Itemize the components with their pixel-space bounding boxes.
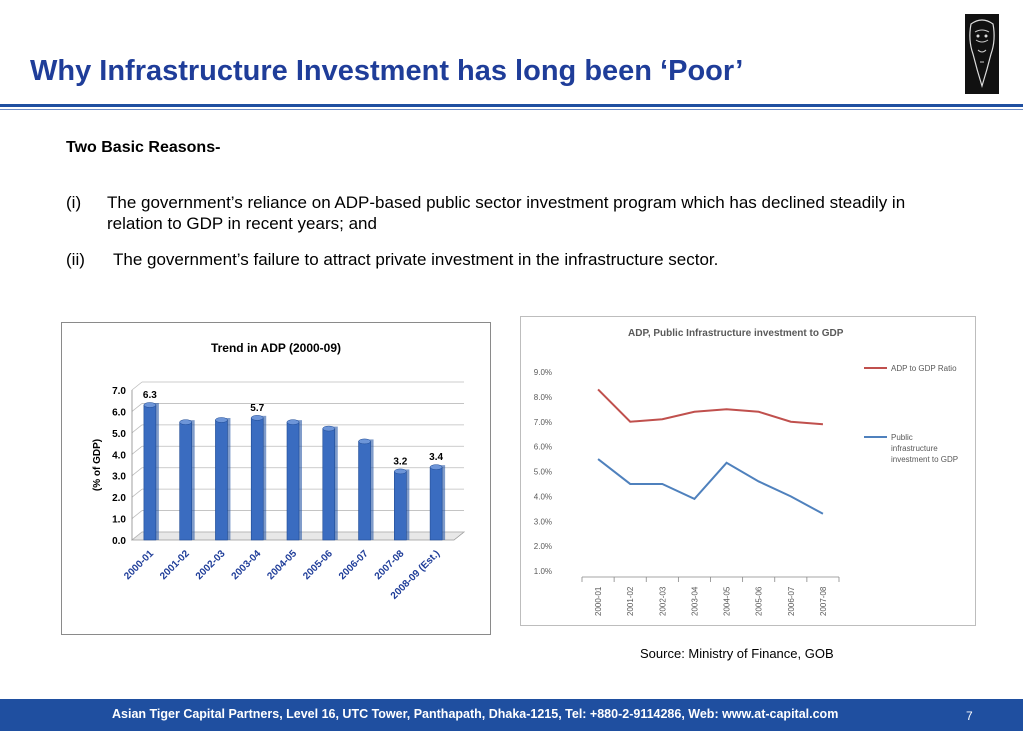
x-tick-label: 2006-07 (787, 586, 796, 616)
x-tick-label: 2001-02 (158, 548, 192, 582)
bar-top (322, 425, 336, 432)
y-tick-label: 2.0 (112, 493, 126, 504)
bar-top (429, 464, 443, 470)
source-note: Source: Ministry of Finance, GOB (640, 646, 834, 661)
y-axis-label: (% of GDP) (92, 439, 103, 491)
x-tick-label: 2000-01 (122, 548, 156, 582)
bar (286, 421, 300, 541)
y-tick-label: 3.0% (534, 517, 552, 526)
slide-title: Why Infrastructure Investment has long b… (30, 55, 744, 87)
bar (143, 404, 157, 541)
footer-text: Asian Tiger Capital Partners, Level 16, … (112, 707, 839, 721)
series-line (597, 458, 824, 515)
gridline-side (131, 531, 143, 541)
adp-trend-bar-chart: Trend in ADP (2000-09) 0.0 1.0 2.0 3.0 4.0 5.0… (61, 322, 491, 635)
gridline-side (131, 445, 143, 455)
bar (429, 466, 443, 541)
y-tick-label: 1.0 (112, 515, 126, 526)
y-tick-label: 4.0% (534, 492, 552, 501)
bar (179, 421, 192, 541)
adp-infrastructure-line-chart: ADP, Public Infrastructure investment to… (520, 316, 976, 626)
y-tick-label: 8.0% (534, 393, 552, 402)
gridline-side (131, 510, 143, 519)
gridline-side (131, 488, 143, 498)
x-tick-label: 2000-01 (594, 586, 603, 616)
legend-label: infrastructure (891, 444, 938, 453)
data-label: 5.7 (250, 403, 264, 414)
bar-chart-svg: Trend in ADP (2000-09) 0.0 1.0 2.0 3.0 4.0 5.0… (92, 341, 466, 602)
reason-text: The government’s failure to attract priv… (113, 250, 719, 269)
bar-top (215, 417, 228, 423)
data-label: 3.4 (429, 452, 443, 463)
x-tick-label: 2007-08 (373, 548, 407, 582)
y-tick-label: 2.0% (534, 542, 552, 551)
x-tick-label: 2007-08 (819, 586, 828, 616)
x-tick-label: 2004-05 (723, 586, 732, 616)
title-divider (0, 104, 1023, 107)
reason-number: (i) (66, 193, 82, 212)
data-label: 6.3 (143, 390, 157, 401)
x-tick-label: 2005-06 (301, 548, 335, 582)
bar (215, 419, 228, 541)
bar (250, 417, 264, 541)
x-tick-label: 2003-04 (230, 548, 264, 582)
gridline-side (131, 467, 143, 477)
bar (322, 428, 336, 541)
y-tick-label: 5.0 (112, 429, 126, 440)
reason-number: (ii) (66, 250, 85, 269)
bar-top (143, 402, 157, 408)
bar-top (250, 415, 264, 421)
line-chart-svg: ADP, Public Infrastructure investment to… (534, 328, 958, 616)
x-tick-label: 2003-04 (690, 586, 699, 616)
y-tick-label: 4.0 (112, 450, 126, 461)
gridline-side (131, 403, 143, 412)
y-tick-label: 6.0 (112, 407, 126, 418)
tiger-logo-icon (965, 14, 999, 94)
bar (358, 441, 371, 541)
title-divider-thin (0, 109, 1023, 110)
bar-top (286, 419, 300, 425)
legend-label: Public (891, 433, 913, 442)
bar-top (394, 468, 407, 475)
y-tick-label: 6.0% (534, 443, 552, 452)
y-tick-label: 0.0 (112, 536, 126, 547)
y-tick-label: 9.0% (534, 368, 552, 377)
x-tick-label: 2002-03 (658, 586, 667, 616)
bar-top (358, 438, 371, 445)
x-tick-label: 2002-03 (194, 548, 228, 582)
footer-bar: Asian Tiger Capital Partners, Level 16, … (0, 699, 1023, 731)
y-tick-label: 7.0% (534, 418, 552, 427)
series-line (597, 388, 824, 426)
gridline-side (131, 424, 143, 434)
y-tick-label: 5.0% (534, 468, 552, 477)
x-tick-label: 2006-07 (337, 548, 371, 582)
data-label: 3.2 (393, 456, 407, 467)
gridline-side (131, 381, 143, 391)
bar (394, 471, 407, 541)
legend-label: investment to GDP (891, 455, 958, 464)
bar-top (179, 419, 192, 425)
subheading: Two Basic Reasons- (66, 139, 221, 156)
reason-text: The government’s reliance on ADP-based p… (107, 193, 906, 233)
x-tick-label: 2004-05 (265, 548, 299, 582)
x-tick-label: 2001-02 (626, 586, 635, 616)
y-tick-label: 7.0 (112, 386, 126, 397)
page-number: 7 (966, 709, 973, 723)
chart-title: ADP, Public Infrastructure investment to… (628, 328, 844, 339)
y-tick-label: 3.0 (112, 472, 126, 483)
legend-label: ADP to GDP Ratio (891, 364, 957, 373)
chart-title: Trend in ADP (2000-09) (211, 341, 341, 355)
x-tick-label: 2005-06 (755, 586, 764, 616)
y-tick-label: 1.0% (534, 567, 552, 576)
